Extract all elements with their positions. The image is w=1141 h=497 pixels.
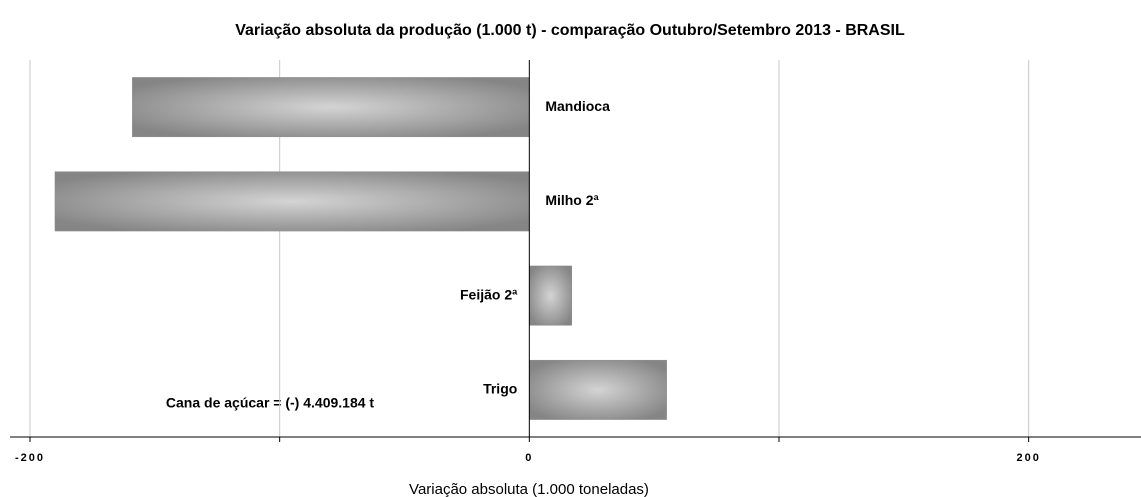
- bar: [132, 77, 530, 138]
- x-tick-label: 200: [1016, 452, 1040, 464]
- bar: [529, 265, 573, 326]
- chart-title: Variação absoluta da produção (1.000 t) …: [235, 22, 905, 39]
- category-label: Mandioca: [545, 98, 610, 114]
- annotation: Cana de açúcar = (-) 4.409.184 t: [166, 395, 374, 411]
- bar: [54, 171, 530, 232]
- category-label: Milho 2ª: [545, 192, 599, 208]
- category-label: Trigo: [483, 381, 517, 397]
- x-tick-label: 0: [525, 452, 533, 464]
- x-tick-label: -200: [15, 452, 45, 464]
- x-axis-label: Variação absoluta (1.000 toneladas): [409, 481, 649, 497]
- category-label: Feijão 2ª: [460, 286, 518, 302]
- bar: [529, 359, 667, 420]
